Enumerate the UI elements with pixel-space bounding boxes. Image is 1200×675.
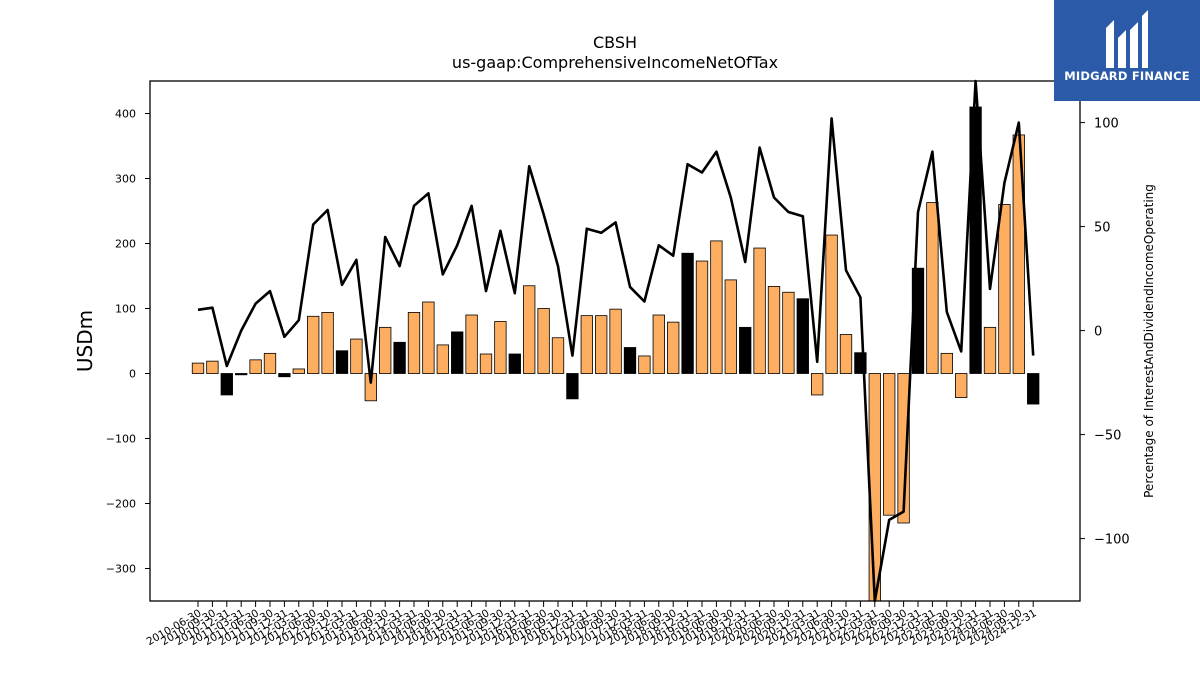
y2-tick-label: −100 <box>1094 533 1130 548</box>
bar <box>782 291 795 374</box>
chart-subtitle: us-gaap:ComprehensiveIncomeNetOfTax <box>452 53 778 72</box>
bar <box>566 373 579 400</box>
logo-text: MIDGARD FINANCE <box>1064 69 1190 83</box>
bar <box>350 338 363 374</box>
bar <box>407 311 421 374</box>
bar <box>998 204 1011 374</box>
y2-tick-label: −50 <box>1094 429 1121 444</box>
midgard-finance-logo: MIDGARD FINANCE <box>1054 0 1200 101</box>
bar <box>969 106 982 374</box>
bar <box>710 240 723 374</box>
y-axis-label: USDm <box>73 310 97 372</box>
y-tick-label: −100 <box>106 433 136 446</box>
bar <box>479 353 493 374</box>
bar <box>235 373 248 376</box>
bar <box>436 344 449 374</box>
bar-series <box>191 106 1040 602</box>
y2-tick-label: 100 <box>1094 117 1119 132</box>
bar <box>551 337 565 374</box>
bar <box>868 373 881 602</box>
y-axis-right: −100 −50 0 50 100 <box>1080 117 1130 548</box>
y2-tick-label: 0 <box>1094 325 1102 340</box>
y-tick-label: 400 <box>115 108 136 121</box>
bar <box>307 315 320 374</box>
y-tick-label: 200 <box>115 238 136 251</box>
bar <box>638 355 651 374</box>
bar <box>753 247 766 374</box>
x-axis: 2010-06-302010-09-302010-12-312011-03-31… <box>145 601 1039 648</box>
bar <box>609 308 622 374</box>
chart-title: CBSH <box>593 33 637 52</box>
bar <box>623 347 637 374</box>
bar <box>206 360 219 374</box>
bar <box>796 298 809 374</box>
bar <box>767 285 781 374</box>
bar <box>595 315 608 374</box>
bar <box>278 373 291 378</box>
bar <box>494 321 507 374</box>
bar <box>537 308 550 374</box>
bar <box>422 301 435 374</box>
bar <box>695 260 709 374</box>
y-tick-label: 0 <box>129 368 136 381</box>
bar <box>926 202 939 374</box>
y-tick-label: −300 <box>106 563 136 576</box>
bar <box>897 373 910 524</box>
logo-icon <box>1106 10 1148 68</box>
bar <box>335 350 349 374</box>
bar <box>580 315 593 374</box>
plot-frame <box>149 80 1081 602</box>
bar <box>263 352 277 374</box>
bar <box>292 368 305 374</box>
bar <box>393 341 406 374</box>
bar <box>825 234 838 374</box>
y2-tick-label: 50 <box>1094 221 1111 236</box>
bar <box>681 252 694 374</box>
bar <box>724 279 737 374</box>
y-tick-label: 300 <box>115 173 136 186</box>
bar <box>883 373 896 516</box>
line-series <box>197 79 1035 603</box>
bar <box>249 359 262 374</box>
bar <box>940 352 953 374</box>
bar <box>465 314 478 374</box>
bar <box>523 285 536 374</box>
bar <box>379 326 392 374</box>
bar <box>854 352 867 374</box>
y-tick-label: 100 <box>115 303 136 316</box>
bar <box>955 373 968 398</box>
bar <box>811 373 824 396</box>
bar <box>220 373 233 396</box>
bar <box>1027 373 1040 405</box>
bar <box>191 362 205 374</box>
bar <box>983 326 997 374</box>
bar <box>652 314 665 374</box>
bar <box>508 353 521 374</box>
bar <box>839 334 853 374</box>
bar <box>321 311 334 374</box>
bar <box>451 331 464 374</box>
bar <box>739 326 752 374</box>
bar <box>667 321 680 374</box>
y-axis-left: −300 −200 −100 0 100 200 300 400 <box>106 108 150 576</box>
y-tick-label: −200 <box>106 498 136 511</box>
y2-axis-label: Percentage of InterestAndDividendIncomeO… <box>1142 184 1156 498</box>
